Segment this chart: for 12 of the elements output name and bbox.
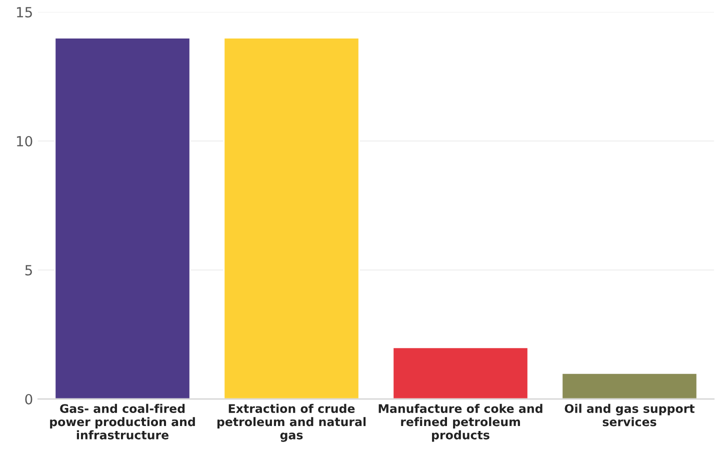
y-tick-label: 5 — [25, 265, 32, 276]
bar — [561, 372, 698, 399]
x-tick-label: Manufacture of coke and refined petroleum products — [378, 404, 542, 442]
x-tick-label: Gas- and coal-fired power production and infrastructure — [50, 404, 195, 440]
bar — [223, 37, 360, 399]
x-tick-label: Oil and gas support services — [564, 404, 695, 426]
y-tick-label: 10 — [16, 136, 32, 146]
y-tick-label: 0 — [25, 394, 32, 404]
y-tick-label: 15 — [16, 7, 32, 18]
bar — [54, 37, 191, 399]
bar — [392, 346, 529, 399]
x-tick-label: Extraction of crude petroleum and natural gas — [217, 404, 366, 442]
